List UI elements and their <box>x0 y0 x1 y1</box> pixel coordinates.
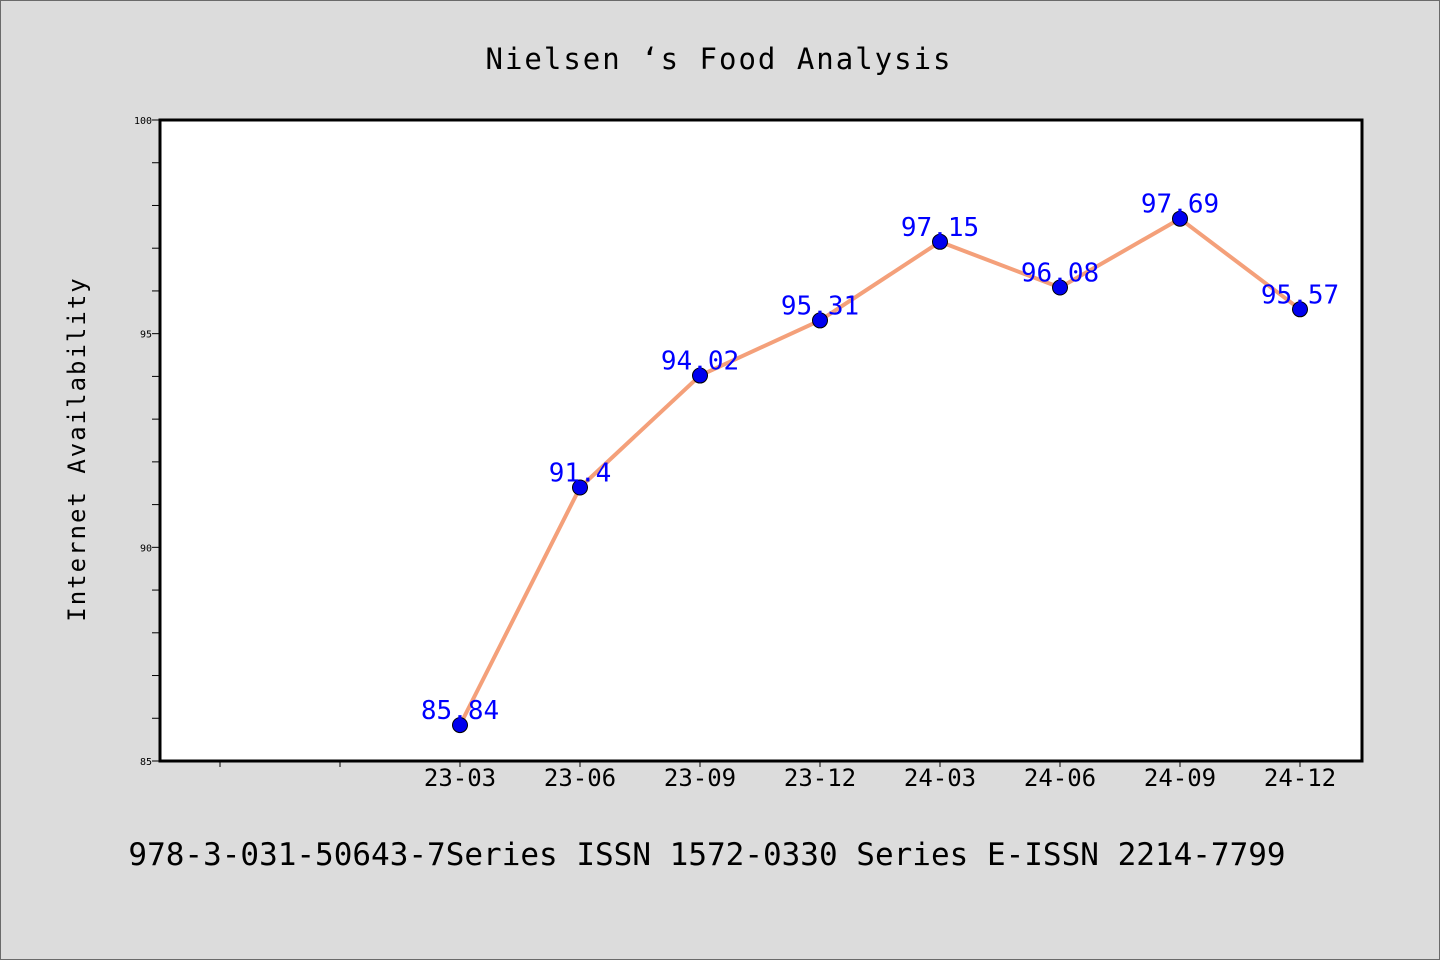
x-tick-label: 24-09 <box>1144 764 1216 792</box>
x-tick-label: 24-06 <box>1024 764 1096 792</box>
data-point <box>1172 210 1188 227</box>
x-axis: 23-03 23-06 23-09 23-12 24-03 24-06 24-09 24-12 <box>219 761 1336 792</box>
data-point <box>812 312 828 329</box>
data-label: 95.31 <box>781 291 859 321</box>
data-point <box>572 479 588 496</box>
y-axis-label: Internet Availability <box>63 276 91 621</box>
y-axis: 85 90 95 100 <box>134 116 160 768</box>
data-label: 95.57 <box>1261 280 1339 310</box>
x-tick-label: 24-03 <box>904 764 976 792</box>
x-tick-label: 23-03 <box>424 764 496 792</box>
data-point <box>932 233 948 250</box>
data-label: 96.08 <box>1021 259 1099 289</box>
y-tick-label: 90 <box>140 543 152 554</box>
x-tick-label: 23-06 <box>544 764 616 792</box>
plot-area <box>158 118 1364 763</box>
y-tick-label: 100 <box>134 116 152 127</box>
y-tick-label: 95 <box>140 330 152 341</box>
data-label: 97.69 <box>1141 190 1219 220</box>
data-point <box>1052 279 1068 296</box>
data-label: 97.15 <box>901 213 979 243</box>
data-point <box>1292 301 1308 318</box>
series-line <box>458 216 1302 727</box>
x-tick-label: 23-09 <box>664 764 736 792</box>
chart-title: Nielsen ‘s Food Analysis <box>485 42 952 76</box>
series-layer <box>452 210 1308 734</box>
x-tick-label: 24-12 <box>1264 764 1336 792</box>
data-label: 91.4 <box>549 459 612 489</box>
data-label: 85.84 <box>421 696 499 726</box>
data-point <box>452 717 468 734</box>
data-label-layer: 85.84 91.4 94.02 95.31 97.15 96.08 97.69 95.57 <box>421 190 1339 726</box>
footer-text: 978-3-031-50643-7Series ISSN 1572-0330 S… <box>128 837 1285 873</box>
data-point <box>692 367 708 384</box>
x-tick-label: 23-12 <box>784 764 856 792</box>
y-tick-label: 85 <box>140 757 152 768</box>
data-label: 94.02 <box>661 347 739 377</box>
